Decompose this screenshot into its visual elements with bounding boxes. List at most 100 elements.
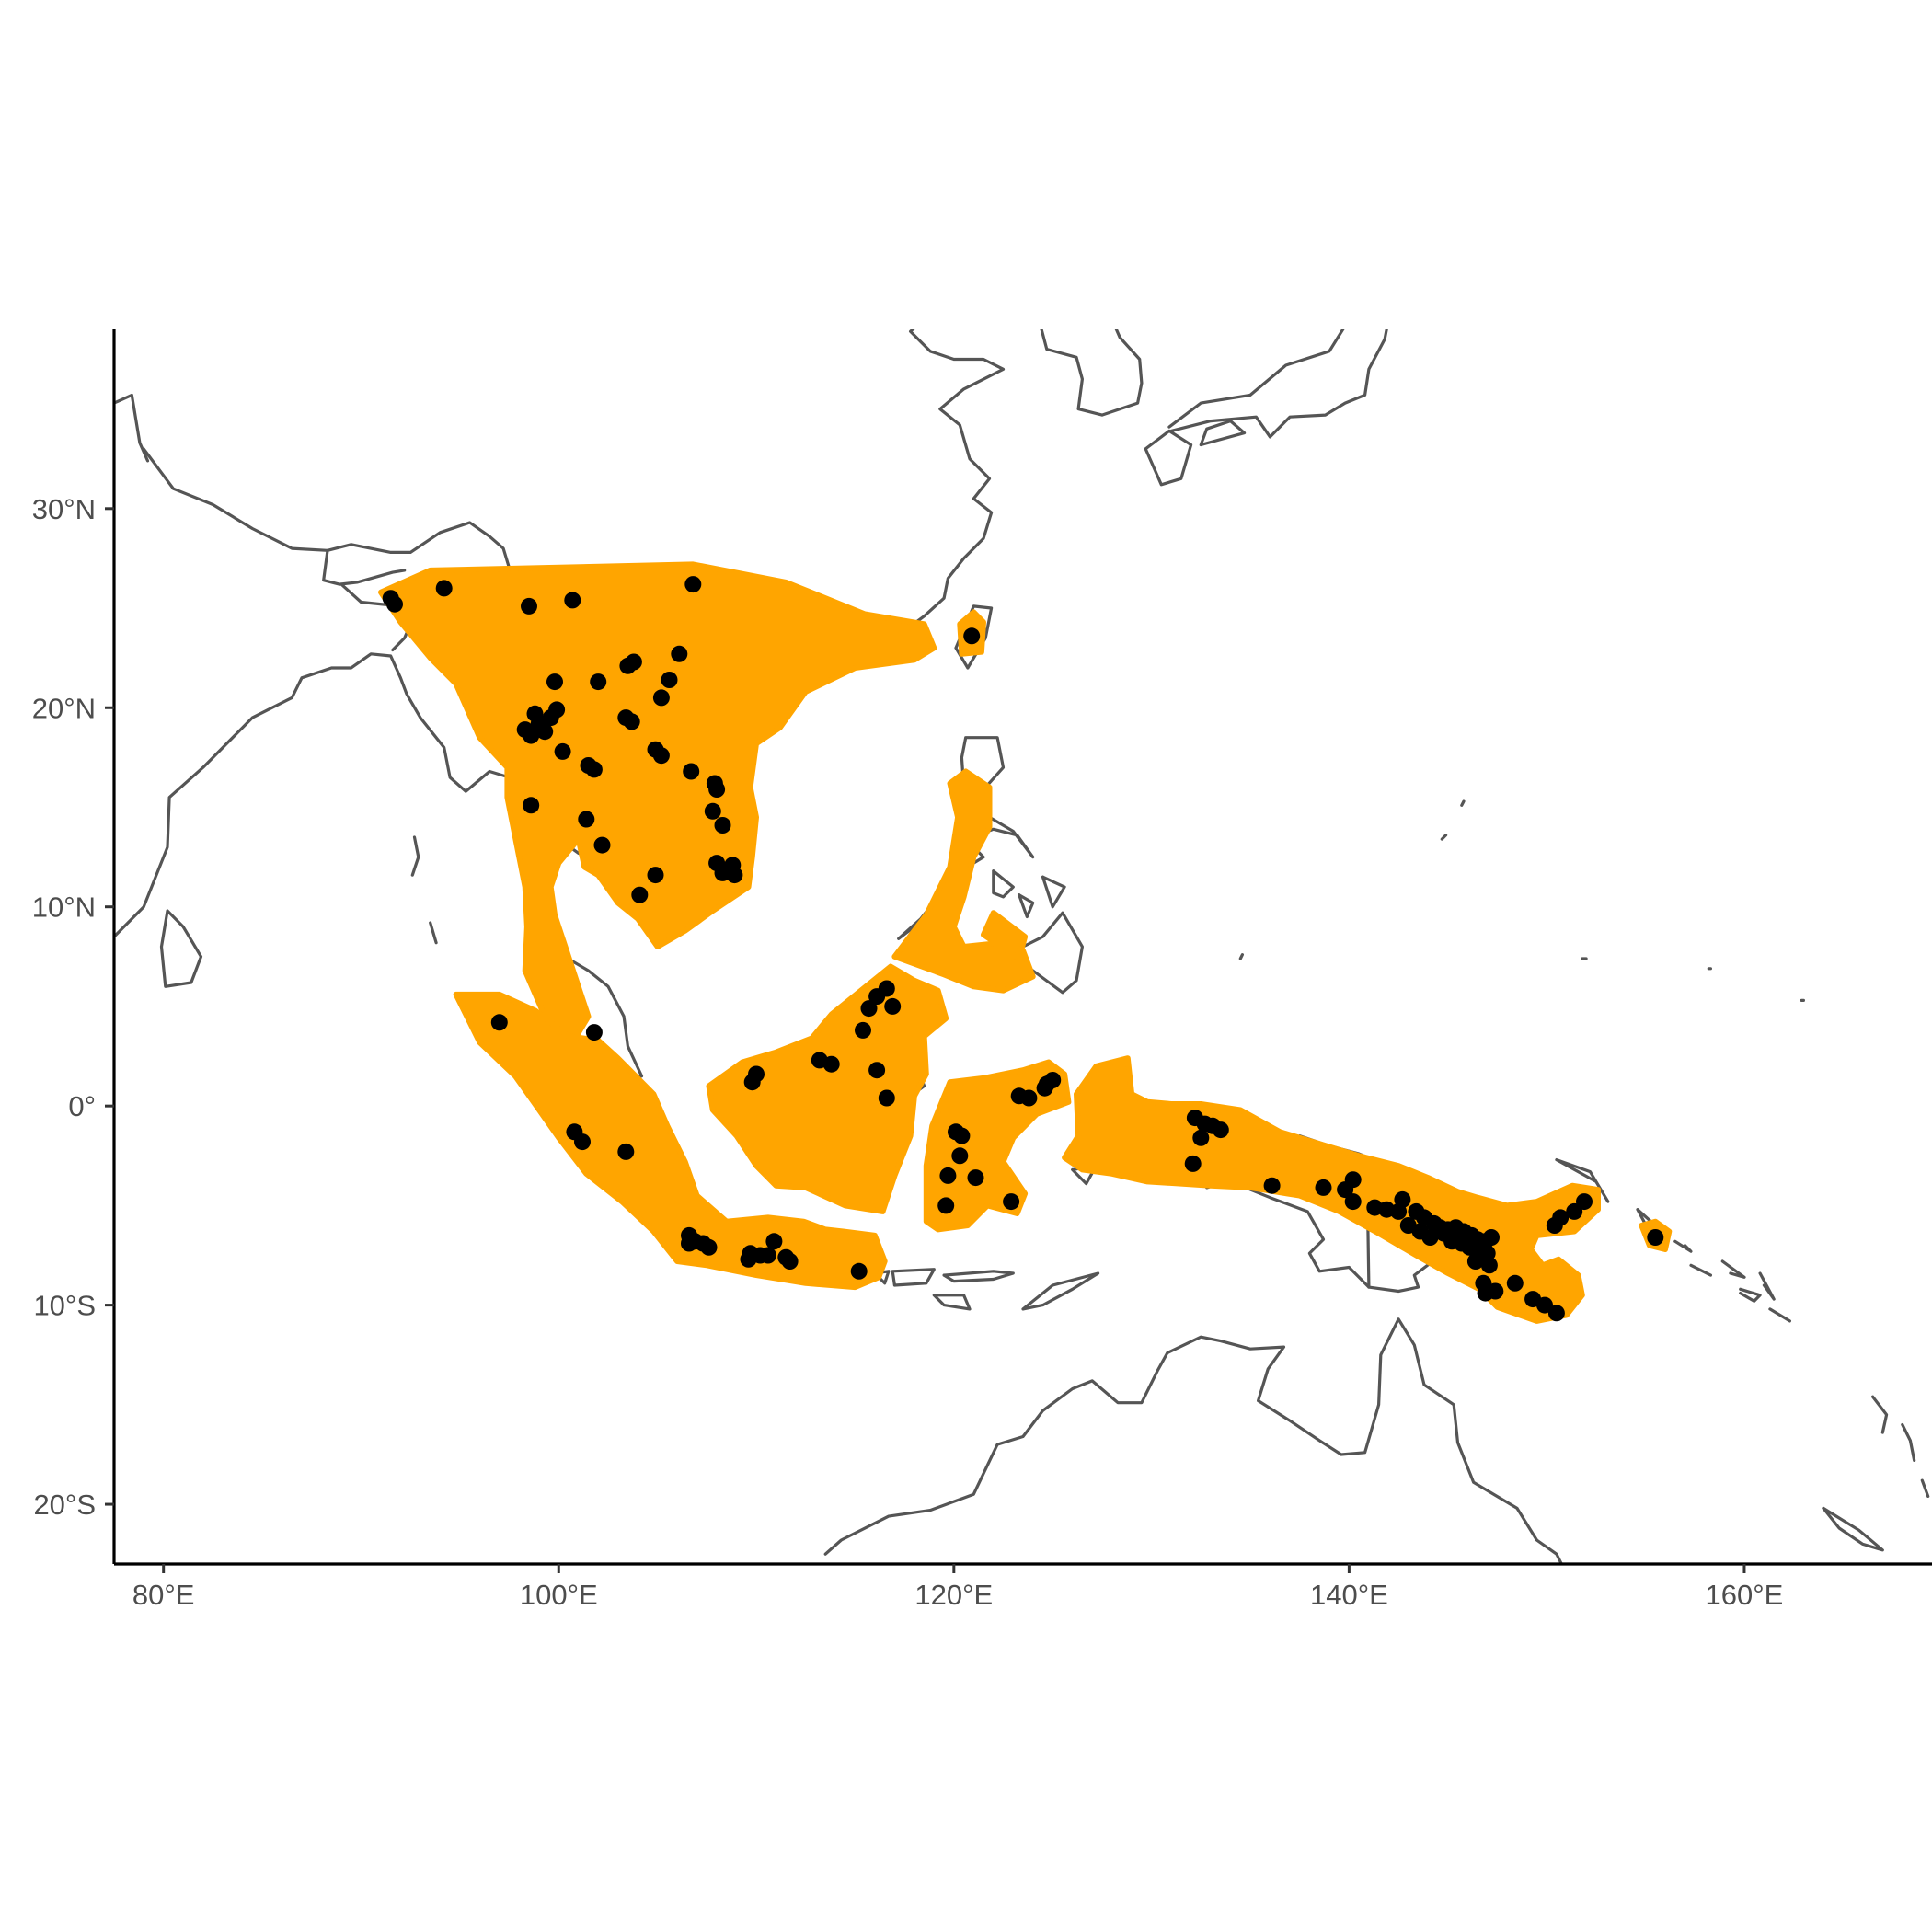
occurrence-point — [740, 1250, 757, 1268]
occurrence-point — [700, 1238, 718, 1256]
occurrence-point — [684, 576, 702, 593]
coastline-segment — [1673, 1239, 1693, 1253]
coastline-segment — [1040, 329, 1144, 417]
occurrence-point — [967, 1169, 984, 1187]
occurrence-points — [382, 576, 1664, 1322]
range-region-fill — [981, 910, 1029, 961]
occurrence-point — [937, 1197, 955, 1214]
occurrence-point — [1477, 1284, 1494, 1302]
coastline-segment — [1768, 1307, 1791, 1323]
axis-ticks: 80°E 100°E 120°E 140°E 160°E 30°N 20°N 10°N 0° 10… — [32, 493, 1784, 1611]
occurrence-point — [1576, 1193, 1593, 1211]
coastline-segment — [1720, 1259, 1746, 1279]
occurrence-point — [554, 742, 571, 760]
occurrence-point — [1337, 1181, 1354, 1199]
occurrence-point — [748, 1065, 765, 1083]
coastline-segment — [1238, 953, 1244, 960]
occurrence-point — [523, 797, 540, 814]
occurrence-point — [1212, 1121, 1229, 1139]
x-tick-label: 80°E — [132, 1579, 195, 1611]
occurrence-point — [590, 673, 607, 691]
occurrence-point — [963, 627, 981, 645]
coastline-segment — [410, 835, 420, 877]
occurrence-point — [617, 1143, 635, 1160]
occurrence-point — [1344, 1193, 1362, 1211]
species-range-polygon — [378, 561, 1673, 1324]
y-tick-label: 0° — [68, 1090, 96, 1122]
x-tick-label: 100°E — [520, 1579, 598, 1611]
coastline-segment — [1758, 1271, 1776, 1301]
coastline-segment — [1920, 1478, 1930, 1498]
occurrence-point — [585, 1024, 603, 1041]
coastline-segment — [942, 1270, 1015, 1283]
coastline-segment — [1018, 893, 1035, 919]
occurrence-point — [822, 1055, 840, 1073]
coastline-segment — [823, 1317, 1564, 1564]
coastline-segment — [1169, 329, 1388, 439]
occurrence-point — [1394, 1190, 1411, 1208]
occurrence-point — [671, 645, 688, 662]
occurrence-point — [860, 1000, 878, 1018]
occurrence-point — [542, 709, 559, 727]
occurrence-point — [574, 1133, 591, 1151]
occurrence-point — [631, 886, 649, 903]
occurrence-point — [1315, 1179, 1332, 1196]
occurrence-point — [681, 1235, 697, 1252]
occurrence-point — [850, 1262, 868, 1280]
y-tick-label: 30°N — [32, 493, 96, 525]
occurrence-point — [878, 980, 895, 997]
occurrence-point — [759, 1247, 776, 1264]
occurrence-point — [714, 817, 731, 834]
occurrence-point — [683, 763, 700, 780]
occurrence-point — [652, 747, 670, 765]
occurrence-point — [951, 1147, 969, 1165]
coastline-segment — [1167, 329, 1345, 429]
occurrence-point — [1184, 1155, 1202, 1172]
coastline-segment — [114, 393, 150, 463]
range-region-fill — [453, 991, 888, 1291]
occurrence-point — [435, 580, 453, 597]
occurrence-point — [625, 653, 642, 671]
y-tick-label: 20°N — [32, 692, 96, 724]
occurrence-point — [1506, 1274, 1524, 1292]
occurrence-point — [1647, 1229, 1664, 1246]
occurrence-point — [855, 1021, 871, 1039]
occurrence-point — [661, 672, 678, 688]
occurrence-point — [1036, 1079, 1053, 1097]
range-region-fill — [891, 768, 1036, 994]
coastline-segment — [1739, 1287, 1762, 1303]
coastline-segment — [992, 869, 1015, 899]
occurrence-point — [1547, 1305, 1565, 1322]
coastline-segment — [159, 909, 203, 988]
occurrence-point — [490, 1014, 508, 1031]
coastline-segment — [1041, 875, 1066, 909]
occurrence-point — [521, 597, 537, 615]
occurrence-point — [1483, 1229, 1500, 1246]
occurrence-point — [523, 727, 540, 744]
occurrence-point — [781, 1253, 799, 1270]
occurrence-point — [652, 689, 670, 707]
occurrence-point — [1192, 1129, 1210, 1146]
coastline-segment — [1901, 1422, 1916, 1462]
occurrence-point — [708, 781, 726, 798]
map-panel — [114, 329, 1930, 1564]
occurrence-point — [1536, 1296, 1553, 1314]
occurrence-point — [726, 867, 743, 884]
occurrence-point — [564, 592, 581, 609]
occurrence-point — [1263, 1177, 1281, 1194]
coastline-segment — [1440, 834, 1448, 841]
occurrence-point — [884, 997, 902, 1015]
occurrence-point — [868, 1062, 886, 1079]
coastline-segment — [1689, 1263, 1712, 1277]
y-tick-label: 10°S — [33, 1290, 96, 1322]
occurrence-point — [546, 673, 563, 691]
coastline-segment — [1021, 1271, 1100, 1311]
occurrence-point — [953, 1127, 971, 1144]
occurrence-point — [647, 867, 664, 884]
occurrence-point — [765, 1233, 783, 1250]
occurrence-point — [1546, 1217, 1563, 1234]
coastline-segment — [891, 1268, 936, 1287]
occurrence-point — [1020, 1089, 1038, 1107]
y-tick-label: 20°S — [33, 1489, 96, 1521]
